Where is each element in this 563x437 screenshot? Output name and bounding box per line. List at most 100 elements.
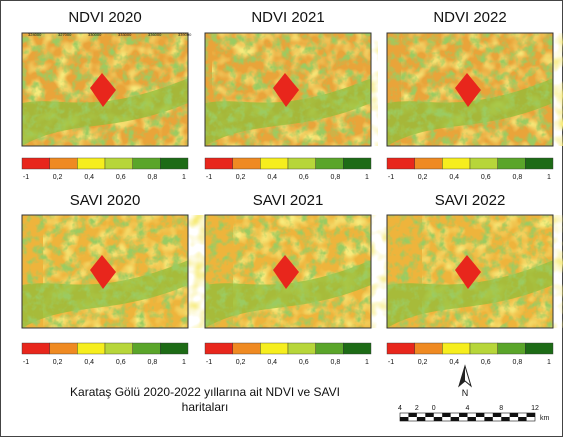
legend-swatch (525, 342, 554, 355)
map (204, 214, 399, 329)
legend-label: 0,8 (148, 174, 158, 181)
legend-swatch (132, 157, 161, 170)
legend-label: 0,8 (331, 359, 341, 366)
scale-segment (425, 413, 434, 417)
legend-swatch (104, 342, 133, 355)
legend-label: 0,2 (236, 359, 246, 366)
legend-swatch (469, 157, 498, 170)
scale-label: 2 (415, 405, 419, 412)
lake (90, 255, 116, 289)
scale-segment (400, 417, 409, 421)
legend-swatch (497, 157, 526, 170)
legend-swatch (343, 157, 372, 170)
scale-label: 12 (531, 405, 539, 412)
scale-segment (484, 417, 493, 421)
legend-swatch (260, 342, 289, 355)
legend-swatch (414, 157, 443, 170)
legend-swatch (315, 157, 344, 170)
lake (273, 255, 299, 289)
lake (455, 255, 481, 289)
scale-segment (408, 413, 417, 417)
map (21, 214, 209, 329)
panel-title: NDVI 2020 (68, 9, 141, 26)
lake (90, 73, 116, 107)
legend-swatch (160, 157, 189, 170)
legend-swatch (287, 157, 316, 170)
scale-segment (442, 413, 451, 417)
legend-label: 0,6 (299, 174, 309, 181)
map (204, 32, 378, 147)
caption: haritaları (182, 400, 229, 414)
legend-swatch (497, 342, 526, 355)
scale-segment (433, 417, 443, 421)
caption: Karataş Gölü 2020-2022 yıllarına ait NDV… (70, 385, 340, 399)
legend-swatch (104, 157, 133, 170)
legend-swatch (77, 157, 106, 170)
legend-label: 0,6 (116, 174, 126, 181)
panel-title: SAVI 2022 (435, 192, 506, 209)
legend-label: 0,8 (148, 359, 158, 366)
legend-swatch (49, 157, 78, 170)
legend-label: -1 (206, 174, 212, 181)
legend-swatch (287, 342, 316, 355)
legend-swatch (204, 342, 233, 355)
scale-label: 0 (432, 405, 436, 412)
legend-label: 0,4 (84, 174, 94, 181)
legend-label: 0,6 (481, 174, 491, 181)
legend-swatch (232, 157, 261, 170)
legend-swatch (49, 342, 78, 355)
legend-swatch (442, 157, 471, 170)
scale-label: 8 (499, 405, 503, 412)
legend-swatch (260, 157, 289, 170)
legend-swatch (232, 342, 261, 355)
panel-title: NDVI 2022 (433, 9, 506, 26)
legend-label: 1 (182, 359, 186, 366)
legend-swatch (204, 157, 233, 170)
legend-label: 0,4 (449, 359, 459, 366)
coordinate-label: 330000 (88, 32, 102, 37)
legend-swatch (469, 342, 498, 355)
north-arrow: N (458, 364, 472, 398)
legend-label: 1 (365, 174, 369, 181)
map-border (386, 214, 554, 329)
legend-label: -1 (388, 359, 394, 366)
legend-swatch (160, 342, 189, 355)
legend-label: 0,6 (481, 359, 491, 366)
legend-swatch (21, 157, 50, 170)
legend-label: 0,2 (236, 174, 246, 181)
map-border (21, 32, 189, 147)
coordinate-label: 327000 (58, 32, 72, 37)
legend-label: -1 (206, 359, 212, 366)
scale-unit: km (540, 415, 550, 422)
scale-segment (492, 413, 502, 417)
legend-label: 0,2 (418, 174, 428, 181)
map-border (204, 214, 372, 329)
scale-outline (399, 412, 536, 422)
scale-segment (450, 417, 460, 421)
legend-label: 0,8 (513, 174, 523, 181)
panel-title: SAVI 2020 (70, 192, 141, 209)
scale-segment (509, 413, 519, 417)
legend-label: -1 (23, 359, 29, 366)
legend-label: -1 (388, 174, 394, 181)
legend-label: 1 (547, 174, 551, 181)
scale-segment (416, 417, 426, 421)
legend-swatch (132, 342, 161, 355)
legend-label: 1 (547, 359, 551, 366)
legend-label: 0,4 (449, 174, 459, 181)
legend-label: 0,8 (513, 359, 523, 366)
scale-label: 4 (466, 405, 470, 412)
coordinate-label: 339000 (178, 32, 192, 37)
map-border (386, 32, 554, 147)
legend-label: 0,4 (84, 359, 94, 366)
legend-label: 0,6 (299, 359, 309, 366)
legend-swatch (343, 342, 372, 355)
legend-swatch (21, 342, 50, 355)
map (21, 32, 189, 147)
legend-swatch (525, 157, 554, 170)
legend-label: 0,2 (418, 359, 428, 366)
legend-label: 0,4 (267, 359, 277, 366)
scale-label: 4 (398, 405, 402, 412)
coordinate-label: 336000 (148, 32, 162, 37)
